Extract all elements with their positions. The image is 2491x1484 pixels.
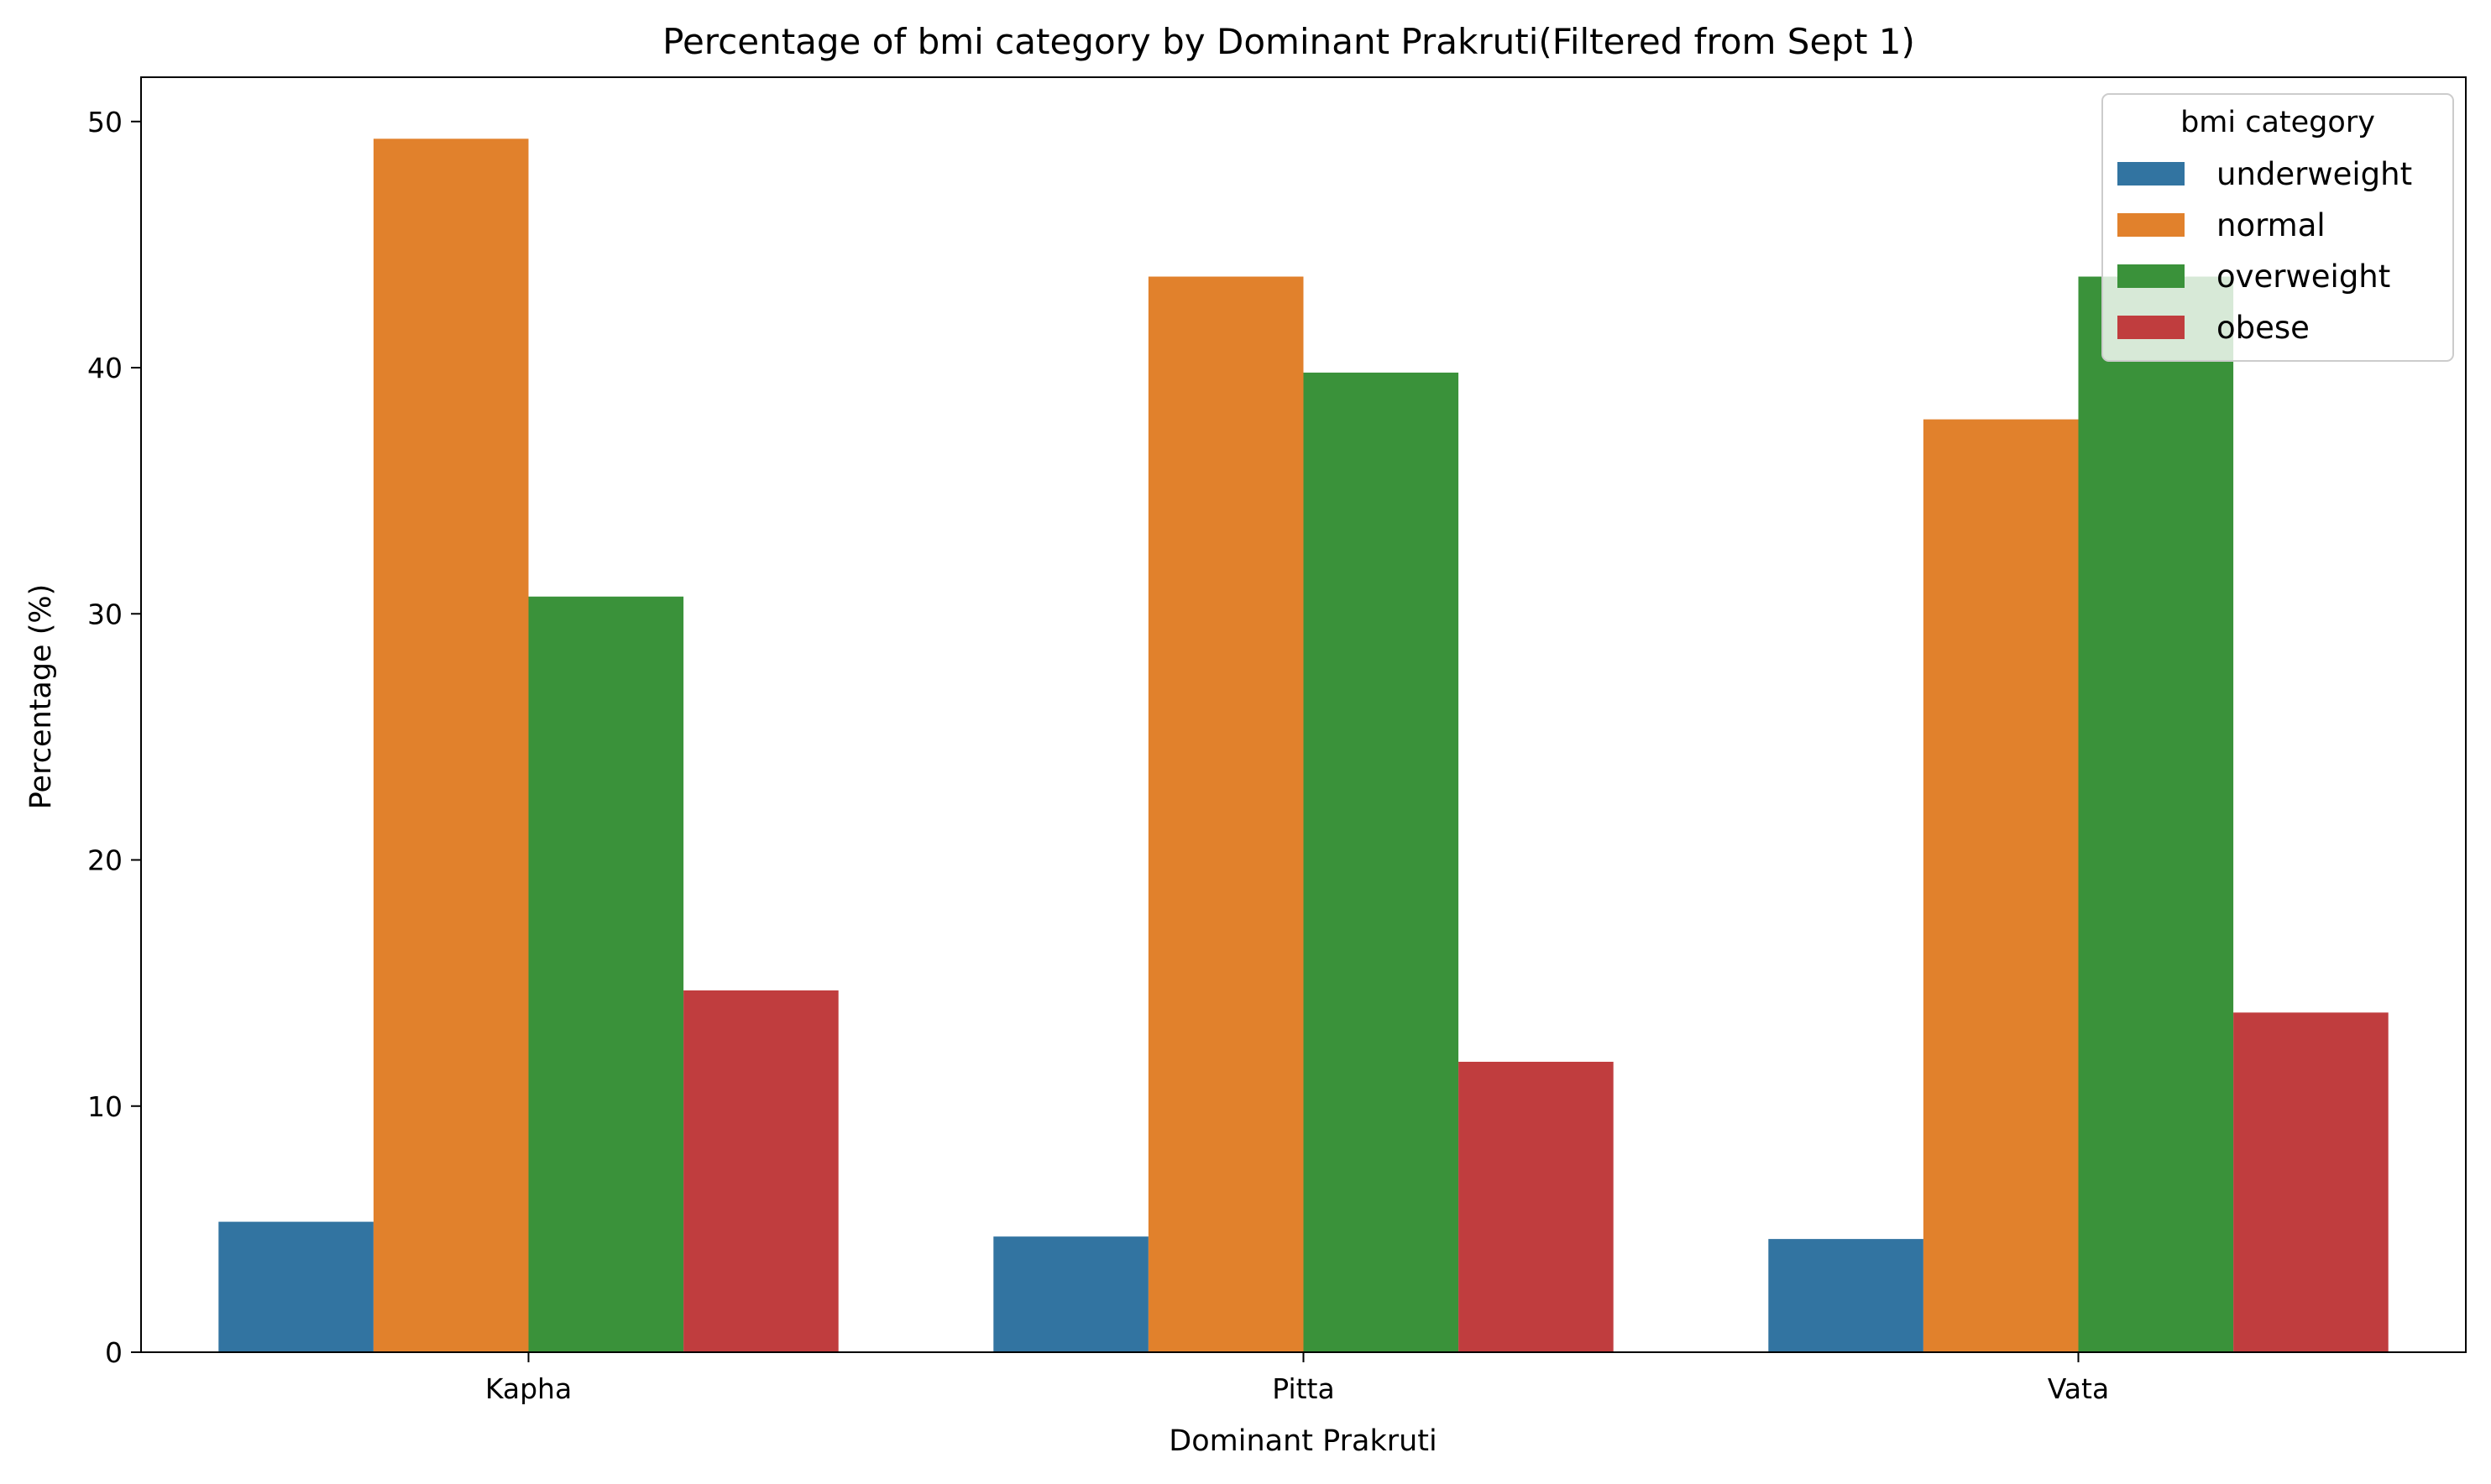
y-tick-label: 0 [105, 1336, 123, 1369]
y-tick-label: 20 [87, 844, 123, 877]
axes-layer: 0 10 20 30 40 50 Kapha Pitta Vata [87, 76, 2467, 1405]
bar-overweight-kapha [528, 596, 684, 1352]
bar-normal-vata [1923, 419, 2079, 1352]
bar-obese-pitta [1458, 1061, 1614, 1352]
legend-swatch-normal [2117, 213, 2185, 237]
legend-label-obese: obese [2216, 310, 2310, 346]
bar-normal-kapha [373, 138, 529, 1353]
y-tick-label: 30 [87, 598, 123, 630]
bar-normal-pitta [1148, 276, 1304, 1352]
bars-layer [218, 138, 2389, 1353]
x-tick-label-vata: Vata [2048, 1372, 2109, 1405]
legend-swatch-overweight [2117, 264, 2185, 288]
y-tick-label: 40 [87, 352, 123, 384]
legend-label-normal: normal [2216, 207, 2326, 243]
y-axis-title: Percentage (%) [24, 584, 58, 810]
y-tick-label: 50 [87, 106, 123, 138]
y-tick-label: 10 [87, 1090, 123, 1123]
x-axis-title: Dominant Prakruti [1169, 1424, 1437, 1458]
bar-obese-vata [2233, 1012, 2389, 1352]
legend-title: bmi category [2180, 106, 2375, 139]
bar-underweight-vata [1768, 1239, 1923, 1352]
legend-swatch-underweight [2117, 162, 2185, 186]
chart-title: Percentage of bmi category by Dominant P… [662, 21, 1915, 62]
x-tick-label-pitta: Pitta [1272, 1372, 1334, 1405]
bar-underweight-pitta [993, 1236, 1149, 1352]
legend: bmi category underweight normal overweight o… [2101, 93, 2454, 362]
legend-label-overweight: overweight [2216, 259, 2390, 295]
bar-obese-kapha [683, 990, 839, 1352]
legend-swatch-obese [2117, 316, 2185, 339]
bar-underweight-kapha [218, 1221, 374, 1352]
legend-label-underweight: underweight [2216, 156, 2412, 192]
bar-overweight-vata [2078, 276, 2234, 1352]
bar-overweight-pitta [1303, 372, 1459, 1353]
x-tick-label-kapha: Kapha [485, 1372, 572, 1405]
legend-box [2101, 93, 2454, 362]
